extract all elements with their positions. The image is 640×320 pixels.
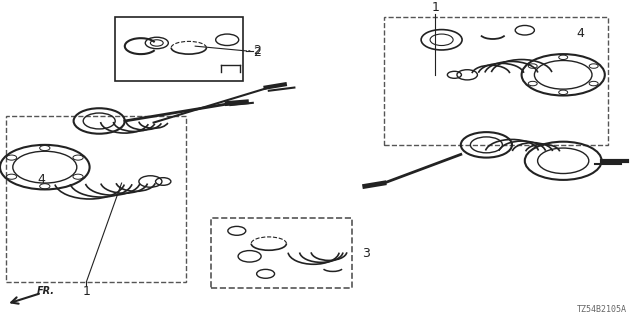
- Text: FR.: FR.: [37, 286, 55, 296]
- Text: 4: 4: [38, 173, 45, 186]
- Text: 3: 3: [362, 247, 369, 260]
- FancyBboxPatch shape: [115, 18, 243, 81]
- FancyBboxPatch shape: [211, 218, 352, 288]
- Text: 2: 2: [253, 46, 260, 59]
- Text: 4: 4: [576, 27, 584, 40]
- Text: 1: 1: [83, 285, 90, 298]
- Text: 2: 2: [253, 44, 261, 57]
- Text: 1: 1: [431, 2, 439, 14]
- Text: TZ54B2105A: TZ54B2105A: [577, 305, 627, 314]
